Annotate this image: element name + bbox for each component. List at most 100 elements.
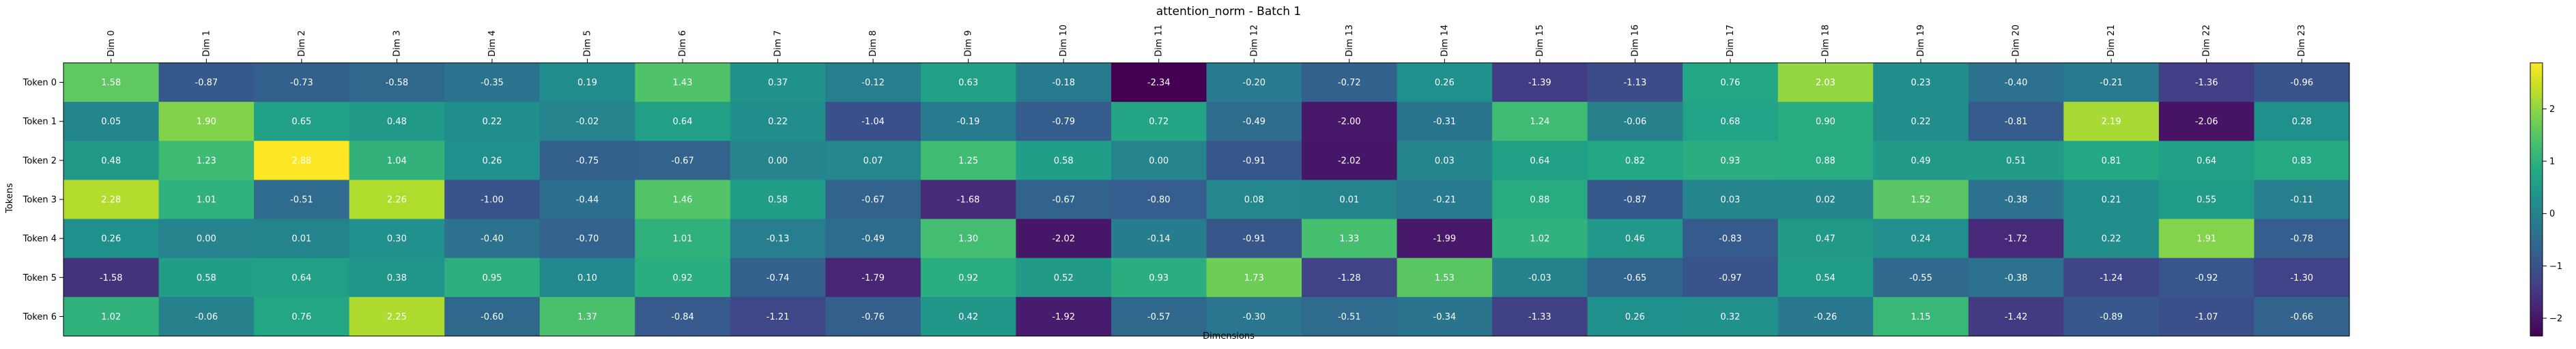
cell-value-label: -0.02 (576, 117, 599, 127)
cell-value-label: 0.58 (197, 273, 216, 283)
cell-value-label: 0.08 (1244, 195, 1264, 205)
cell-value-label: 1.43 (673, 78, 693, 88)
cell-value-label: 0.63 (958, 78, 978, 88)
cell-value-label: -0.38 (2005, 273, 2028, 283)
cell-value-label: -1.68 (957, 195, 980, 205)
y-tick-label: Token 3 (23, 195, 57, 205)
heatmap-cell (1777, 63, 1874, 102)
cell-value-label: 0.58 (1054, 156, 1074, 166)
x-tick-label: Dim 14 (1440, 25, 1450, 57)
cell-value-label: -0.96 (2290, 78, 2313, 88)
cell-value-label: -1.04 (861, 117, 885, 127)
heatmap-cell (2254, 63, 2350, 102)
cell-value-label: 0.76 (291, 312, 311, 322)
heatmap-cell (1206, 102, 1302, 141)
cell-value-label: 0.24 (1911, 234, 1931, 245)
cell-value-label: -0.21 (1433, 195, 1457, 205)
cell-value-label: 0.49 (1911, 156, 1931, 166)
cell-value-label: -1.07 (2195, 312, 2218, 322)
y-tick-label: Token 6 (23, 312, 57, 322)
heatmap-cell (254, 257, 350, 298)
heatmap-cell (158, 102, 255, 141)
colorbar-tick-label: −1 (2549, 262, 2562, 272)
cell-value-label: -0.89 (2100, 312, 2123, 322)
cell-value-label: -1.79 (861, 273, 885, 283)
heatmap-cell (1873, 102, 1969, 141)
heatmap-cell (2158, 63, 2255, 102)
cell-value-label: 0.05 (101, 117, 121, 127)
heatmap-cell (2254, 180, 2350, 220)
x-tick-label: Dim 5 (582, 30, 592, 57)
heatmap-cell (2254, 102, 2350, 141)
heatmap-cell (1777, 180, 1874, 220)
heatmap-cell (1016, 257, 1112, 298)
cell-value-label: -0.18 (1052, 78, 1075, 88)
heatmap-cells (63, 63, 2350, 337)
heatmap-cell (1683, 63, 1779, 102)
heatmap-cell (1302, 180, 1398, 220)
cell-value-label: 0.55 (2196, 195, 2216, 205)
y-tick-label: Token 4 (23, 234, 57, 245)
heatmap-cell (63, 296, 160, 337)
cell-value-label: -0.84 (671, 312, 694, 322)
cell-value-label: 0.52 (1054, 273, 1074, 283)
cell-value-label: -0.49 (1242, 117, 1265, 127)
x-tick-label: Dim 23 (2297, 25, 2307, 57)
cell-value-label: -1.42 (2005, 312, 2028, 322)
heatmap-cell (1587, 296, 1683, 337)
cell-value-label: -0.87 (195, 78, 218, 88)
cell-value-label: -0.57 (1147, 312, 1171, 322)
x-tick-label: Dim 22 (2202, 25, 2212, 57)
heatmap-cell (63, 219, 160, 259)
x-tick-label: Dim 18 (1820, 25, 1831, 57)
cell-value-label: 0.37 (768, 78, 788, 88)
cell-value-label: 2.19 (2102, 117, 2121, 127)
heatmap-cell (539, 102, 635, 141)
heatmap-cell (825, 296, 921, 337)
heatmap-cell (1302, 141, 1398, 181)
cell-value-label: -2.02 (1338, 156, 1361, 166)
cell-value-label: 1.53 (1435, 273, 1455, 283)
heatmap-cell (920, 257, 1016, 298)
heatmap-cell (920, 296, 1016, 337)
cell-value-label: -0.79 (1052, 117, 1075, 127)
cell-value-label: 1.30 (958, 234, 978, 245)
x-tick-label: Dim 11 (1154, 25, 1164, 57)
heatmap-cell (1777, 141, 1874, 181)
cell-value-label: 0.22 (1911, 117, 1931, 127)
cell-value-label: 0.01 (1339, 195, 1359, 205)
heatmap-cell (158, 296, 255, 337)
cell-value-label: 0.54 (1816, 273, 1835, 283)
heatmap-cell (920, 180, 1016, 220)
heatmap-cell (1873, 296, 1969, 337)
cell-value-label: 2.25 (387, 312, 407, 322)
heatmap-cell (1016, 296, 1112, 337)
cell-value-label: 0.42 (958, 312, 978, 322)
heatmap-cell (1968, 63, 2064, 102)
cell-value-label: 0.21 (2102, 195, 2121, 205)
heatmap-cell (63, 141, 160, 181)
cell-value-label: -0.83 (1719, 234, 1742, 245)
cell-value-label: 0.26 (101, 234, 121, 245)
cell-value-label: 1.91 (2196, 234, 2216, 245)
heatmap-cell (1016, 141, 1112, 181)
heatmap-cell (635, 257, 731, 298)
heatmap-cell (825, 257, 921, 298)
cell-value-label: -1.39 (1528, 78, 1551, 88)
cell-value-label: 0.64 (291, 273, 311, 283)
cell-value-label: 2.26 (387, 195, 407, 205)
heatmap-cell (1492, 296, 1588, 337)
heatmap-cell (920, 219, 1016, 259)
heatmap-cell (1397, 63, 1493, 102)
heatmap-cell (1206, 257, 1302, 298)
cell-value-label: 0.47 (1816, 234, 1835, 245)
heatmap-cell (1683, 257, 1779, 298)
cell-value-label: -1.72 (2005, 234, 2028, 245)
heatmap-cell (63, 257, 160, 298)
cell-value-label: 1.02 (101, 312, 121, 322)
cell-value-label: -0.78 (2290, 234, 2313, 245)
cell-value-label: -0.12 (861, 78, 885, 88)
heatmap-cell (920, 63, 1016, 102)
cell-value-label: -0.30 (1242, 312, 1265, 322)
cell-value-label: -0.06 (1624, 117, 1647, 127)
